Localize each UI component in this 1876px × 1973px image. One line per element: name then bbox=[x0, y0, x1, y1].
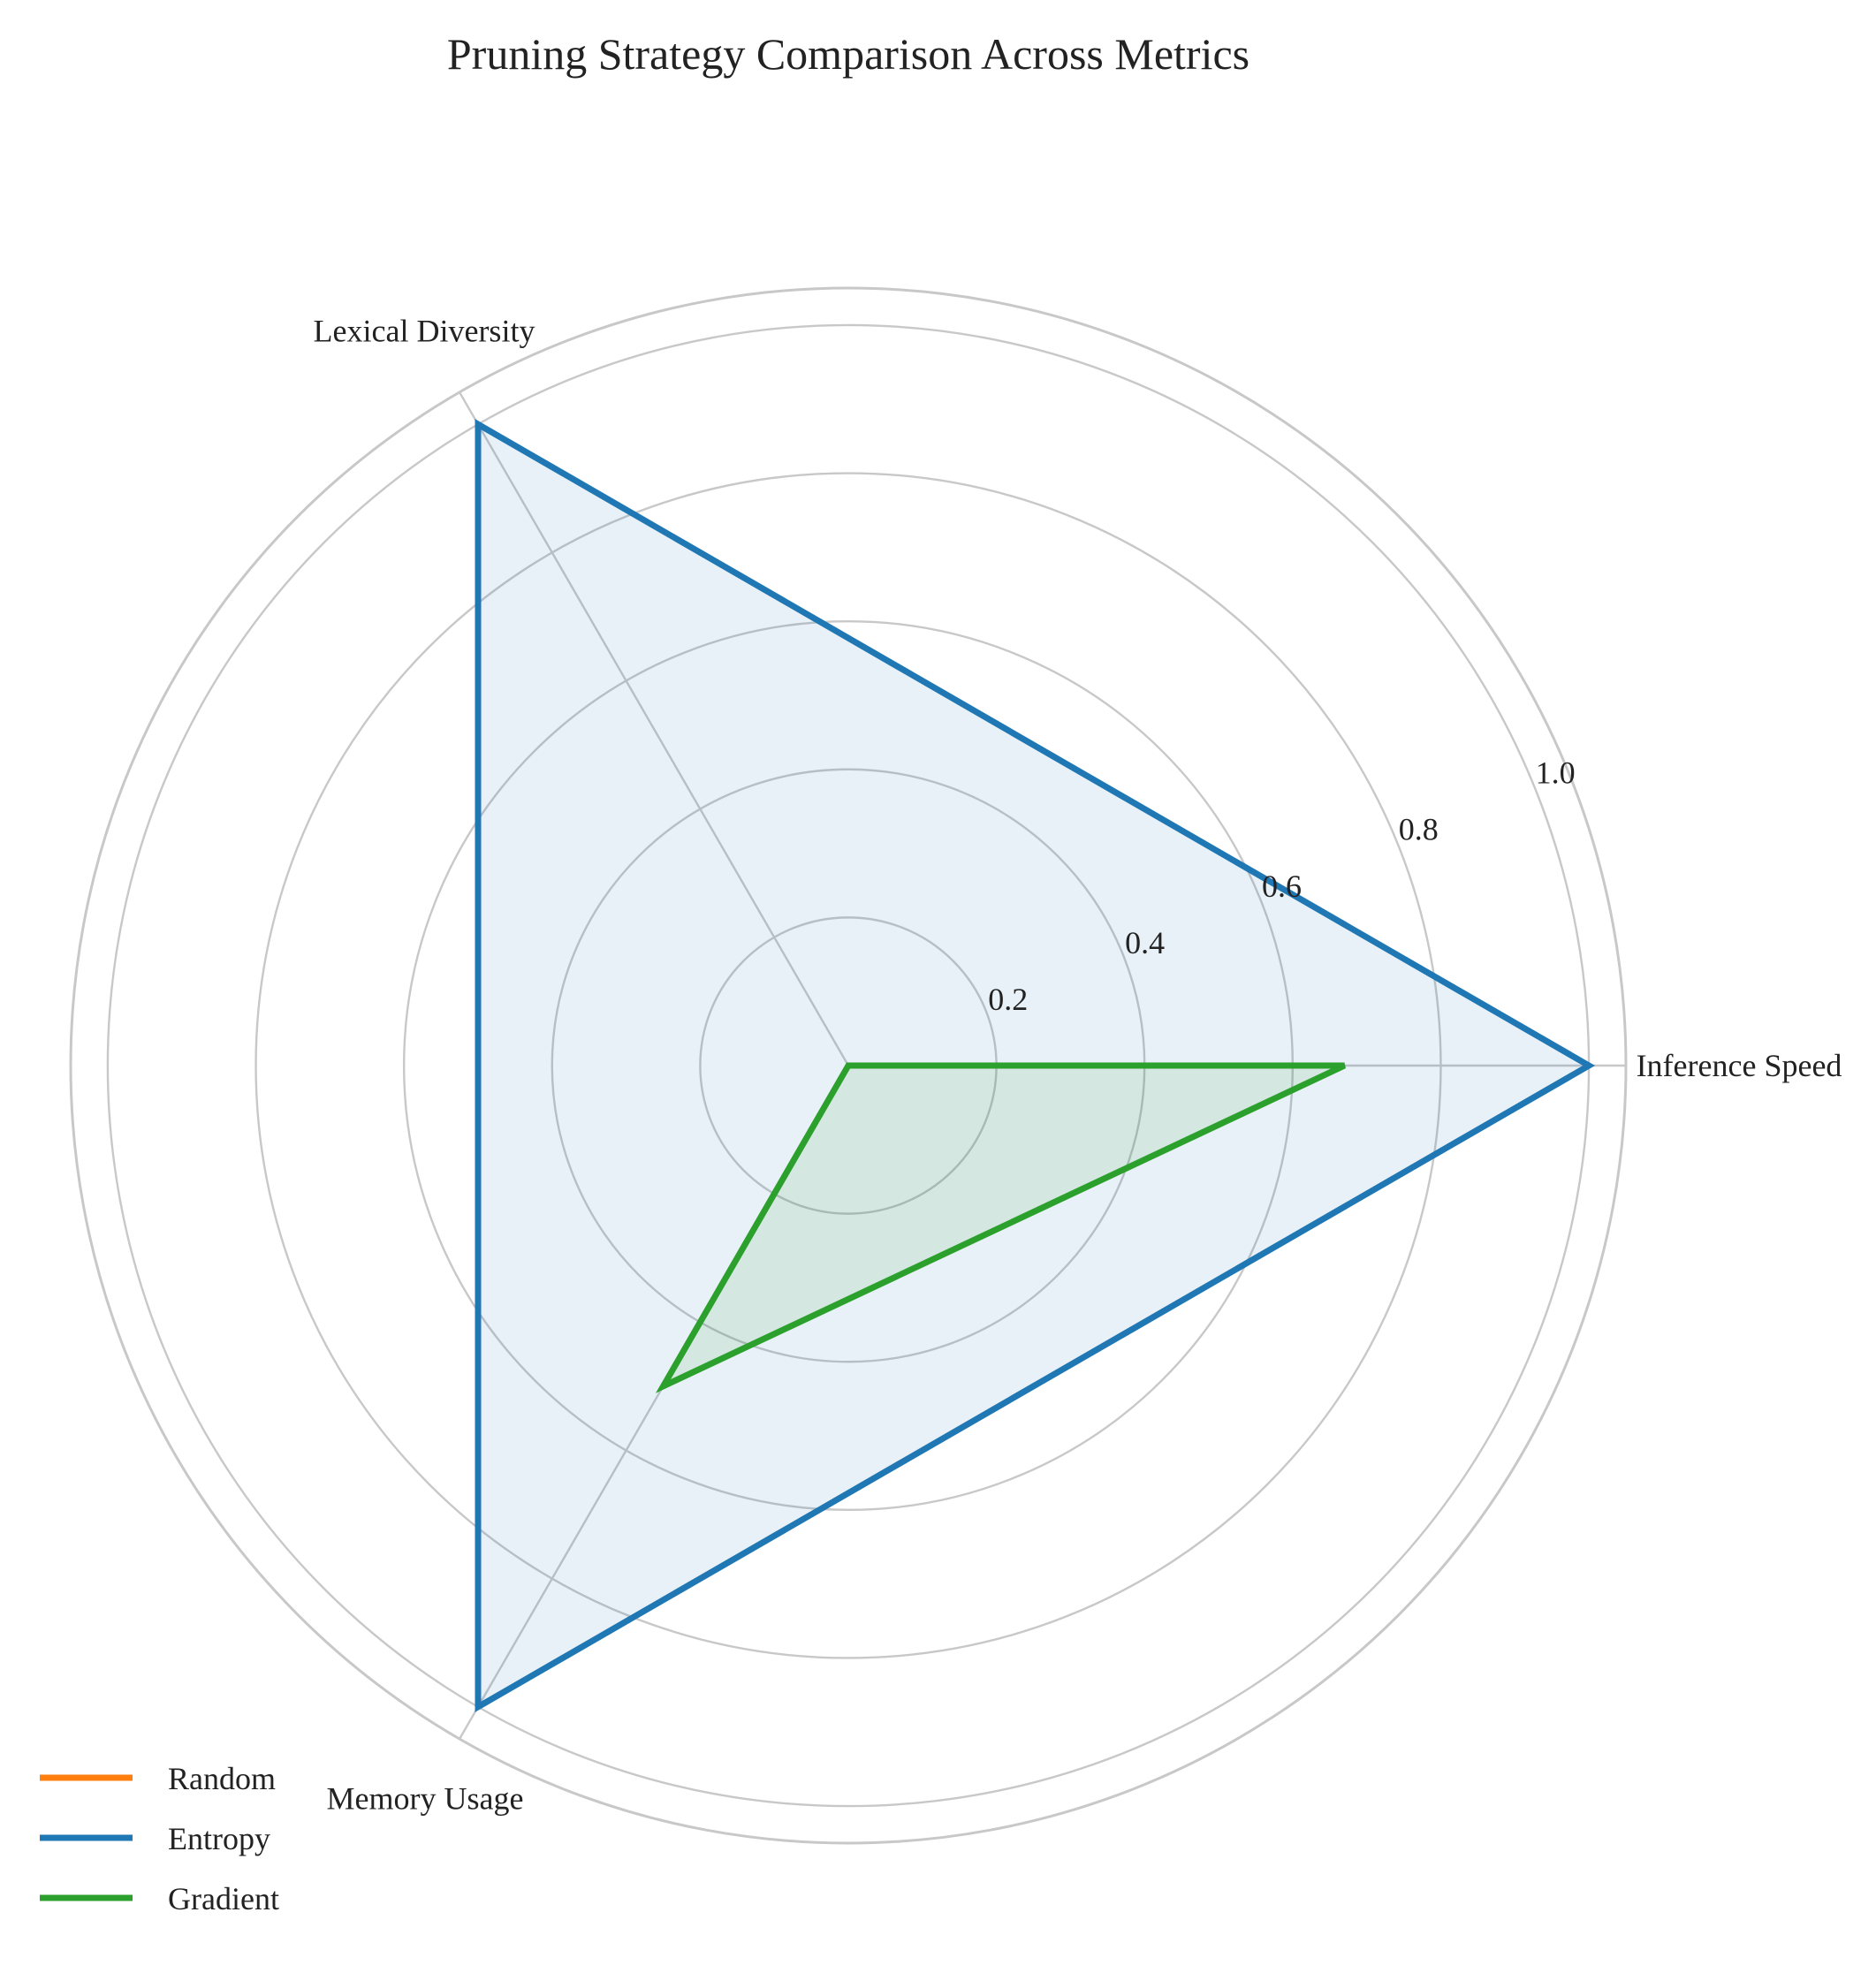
legend-label-gradient: Gradient bbox=[168, 1881, 279, 1916]
chart-title: Pruning Strategy Comparison Across Metri… bbox=[447, 29, 1249, 79]
radial-tick-label-4: 0.8 bbox=[1399, 812, 1439, 847]
axis-labels: Inference Speed Lexical Diversity Memory U… bbox=[314, 314, 1842, 1817]
series-layer bbox=[475, 419, 1596, 1712]
radial-tick-label-3: 0.6 bbox=[1262, 869, 1302, 904]
axis-label-3: Memory Usage bbox=[327, 1781, 524, 1817]
radial-tick-label-2: 0.4 bbox=[1125, 925, 1165, 960]
spoke-2 bbox=[458, 391, 850, 1066]
radial-tick-label-1: 0.2 bbox=[988, 982, 1028, 1017]
series-entropy-line bbox=[475, 419, 1596, 1712]
radial-tick-label-5: 1.0 bbox=[1536, 755, 1576, 791]
axis-label-1: Inference Speed bbox=[1637, 1048, 1842, 1083]
legend: Random Entropy Gradient bbox=[40, 1761, 279, 1916]
radial-tick-labels: 0.2 0.4 0.6 0.8 1.0 bbox=[988, 755, 1575, 1018]
legend-label-random: Random bbox=[168, 1761, 276, 1796]
series-gradient-line bbox=[655, 1062, 1346, 1393]
axis-label-2: Lexical Diversity bbox=[314, 314, 535, 349]
legend-label-entropy: Entropy bbox=[168, 1821, 270, 1856]
